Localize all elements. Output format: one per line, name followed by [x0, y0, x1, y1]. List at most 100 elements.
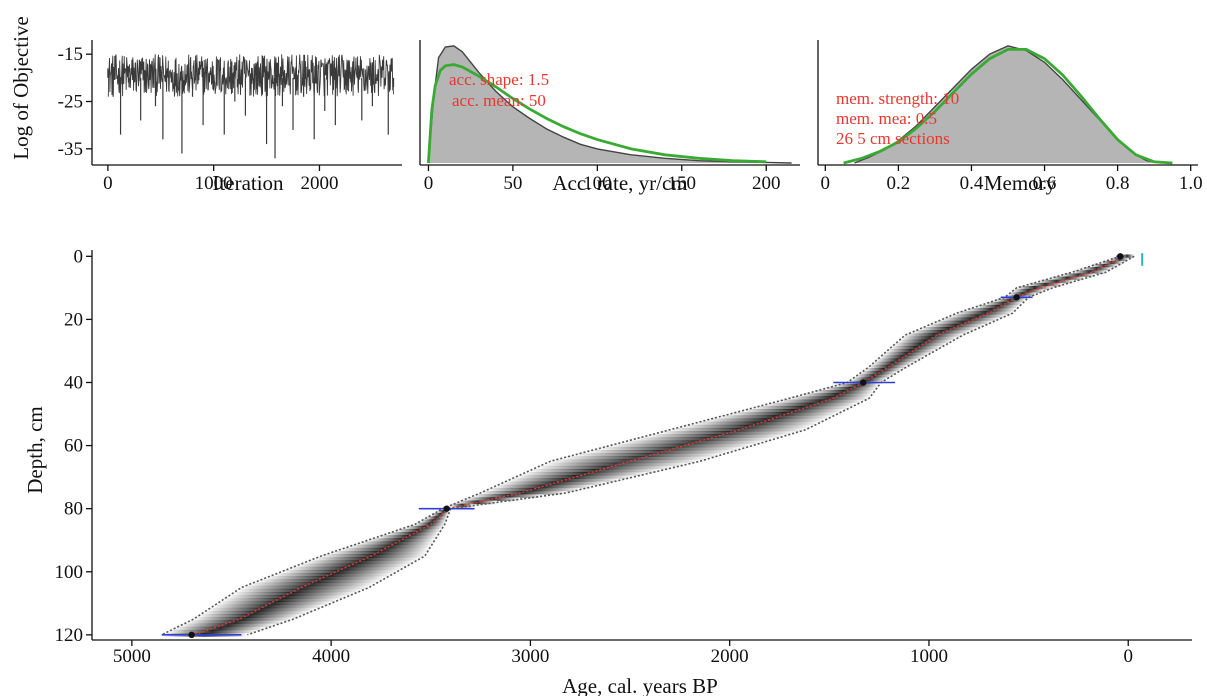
age-depth-y-tick-label: 0 — [74, 246, 84, 267]
age-depth-haze-band — [887, 349, 935, 353]
memory-annotation-mean: mem. mea: 0.5 — [836, 109, 937, 128]
age-depth-haze-band — [890, 345, 941, 350]
age-depth-axes: 5000 4000 3000 2000 1000 0 0 20 40 60 80 100 120 — [55, 246, 1192, 667]
age-depth-mean-line — [193, 255, 1125, 636]
age-depth-x-tick-label: 4000 — [312, 646, 350, 667]
age-depth-haze-band — [574, 453, 721, 457]
age-depth-haze-band — [634, 437, 774, 442]
age-depth-haze-band — [934, 320, 992, 325]
iterations-trace-line — [107, 54, 394, 97]
age-depth-haze-band — [789, 396, 870, 401]
age-depth-haze-band — [249, 582, 375, 587]
age-depth-haze-band — [717, 415, 831, 420]
age-depth-haze-band — [856, 374, 892, 379]
age-depth-haze-band — [985, 301, 1023, 306]
age-depth-haze-band — [753, 405, 851, 410]
age-depth-haze-band — [450, 503, 474, 508]
age-depth-haze-band — [765, 402, 857, 407]
accumulation-posterior-outline — [427, 45, 792, 164]
age-depth-y-axis-label: Depth, cm — [23, 406, 47, 493]
accumulation-x-tick-label: 150 — [668, 173, 697, 194]
memory-x-tick-label: 0.8 — [1106, 173, 1130, 194]
age-depth-haze-band — [901, 336, 958, 341]
age-depth-haze-band — [949, 314, 1006, 319]
accumulation-x-tick-label: 0 — [424, 173, 434, 194]
age-depth-haze-band — [187, 620, 285, 625]
age-depth-lower-envelope — [247, 255, 1135, 636]
panel-accumulation: 0 50 100 150 200 Acc. rate, yr/cm acc. shape… — [419, 40, 800, 195]
age-depth-haze-band — [1061, 273, 1096, 278]
age-depth-haze-band — [273, 573, 392, 577]
age-depth-haze-band — [562, 456, 711, 461]
age-depth-x-tick-label: 5000 — [113, 646, 151, 667]
age-depth-haze-band — [227, 595, 347, 599]
age-depth-haze-band — [508, 478, 620, 483]
age-depth-haze-band — [956, 311, 1013, 315]
memory-x-tick-label: 0.2 — [887, 173, 911, 194]
iterations-trace — [107, 54, 395, 159]
age-depth-haze-band — [212, 604, 324, 609]
iterations-x-tick-label: 1000 — [195, 173, 233, 194]
memory-x-tick-label: 0 — [821, 173, 831, 194]
age-depth-dated-point — [859, 379, 867, 386]
memory-axes: 0 0.2 0.4 0.6 0.8 1.0 — [817, 40, 1203, 194]
accumulation-x-tick-label: 100 — [583, 173, 612, 194]
age-depth-haze-band — [610, 443, 753, 448]
age-depth-haze-band — [741, 409, 844, 413]
age-depth-haze-band — [1120, 254, 1135, 259]
age-depth-y-tick-label: 100 — [55, 562, 84, 583]
age-depth-x-tick-label: 2000 — [711, 646, 749, 667]
age-depth-haze-band — [217, 601, 332, 606]
iterations-x-tick-label: 2000 — [300, 173, 338, 194]
age-depth-haze-band — [180, 623, 275, 628]
age-depth-haze-band — [174, 626, 266, 631]
age-depth-haze-band — [257, 579, 381, 584]
age-depth-haze-band — [912, 330, 970, 334]
age-depth-haze-band — [729, 412, 838, 416]
age-depth-haze-band — [894, 342, 947, 347]
age-depth-haze-band — [396, 528, 441, 533]
age-depth-dated-point — [443, 505, 450, 512]
age-depth-haze-band — [705, 418, 825, 423]
age-depth-haze-band — [297, 563, 409, 568]
age-depth-haze-band — [550, 459, 700, 464]
age-depth-haze-band — [586, 450, 732, 454]
accumulation-annotation-mean: acc. mean: 50 — [452, 91, 546, 110]
age-depth-haze-band — [321, 554, 425, 558]
age-depth-haze-band — [1110, 257, 1129, 262]
age-depth-haze-band — [876, 358, 919, 363]
age-depth-haze-band — [864, 367, 902, 372]
age-depth-haze-band — [622, 440, 764, 445]
panel-memory: 0 0.2 0.4 0.6 0.8 1.0 Memory mem. strength: 1… — [817, 40, 1203, 195]
age-depth-haze-band — [1016, 285, 1053, 290]
age-depth-haze-band — [313, 557, 420, 562]
age-depth-haze-band — [265, 576, 386, 580]
accumulation-axes: 0 50 100 150 200 — [419, 40, 800, 194]
age-depth-haze-band — [693, 421, 819, 426]
age-depth-haze-band — [1008, 292, 1037, 297]
memory-annotation-strength: mem. strength: 10 — [836, 89, 959, 108]
age-depth-haze-band — [966, 308, 1016, 312]
age-depth-haze-band — [919, 326, 978, 331]
age-depth-haze-band — [241, 585, 369, 590]
age-depth-haze-band — [1050, 276, 1085, 281]
memory-curves — [843, 45, 1173, 165]
age-depth-upper-envelope — [161, 255, 1121, 636]
age-depth-haze-band — [198, 614, 301, 618]
age-depth-plot — [161, 253, 1144, 639]
age-depth-haze-band — [1012, 289, 1045, 293]
age-depth-haze-band — [1072, 270, 1107, 274]
memory-posterior-area — [854, 45, 1162, 163]
age-depth-haze-band — [927, 323, 985, 328]
age-depth-haze-band — [529, 468, 660, 473]
age-depth-haze-band — [207, 607, 316, 612]
age-depth-haze-band — [236, 588, 362, 593]
accumulation-annotation-shape: acc. shape: 1.5 — [449, 70, 549, 89]
iterations-y-tick-label: -25 — [58, 92, 83, 113]
memory-x-tick-label: 0.4 — [960, 173, 984, 194]
age-depth-haze-band — [339, 547, 429, 552]
age-depth-haze-band — [305, 560, 414, 565]
accumulation-posterior-area — [428, 45, 792, 163]
age-depth-haze-band — [330, 550, 427, 555]
